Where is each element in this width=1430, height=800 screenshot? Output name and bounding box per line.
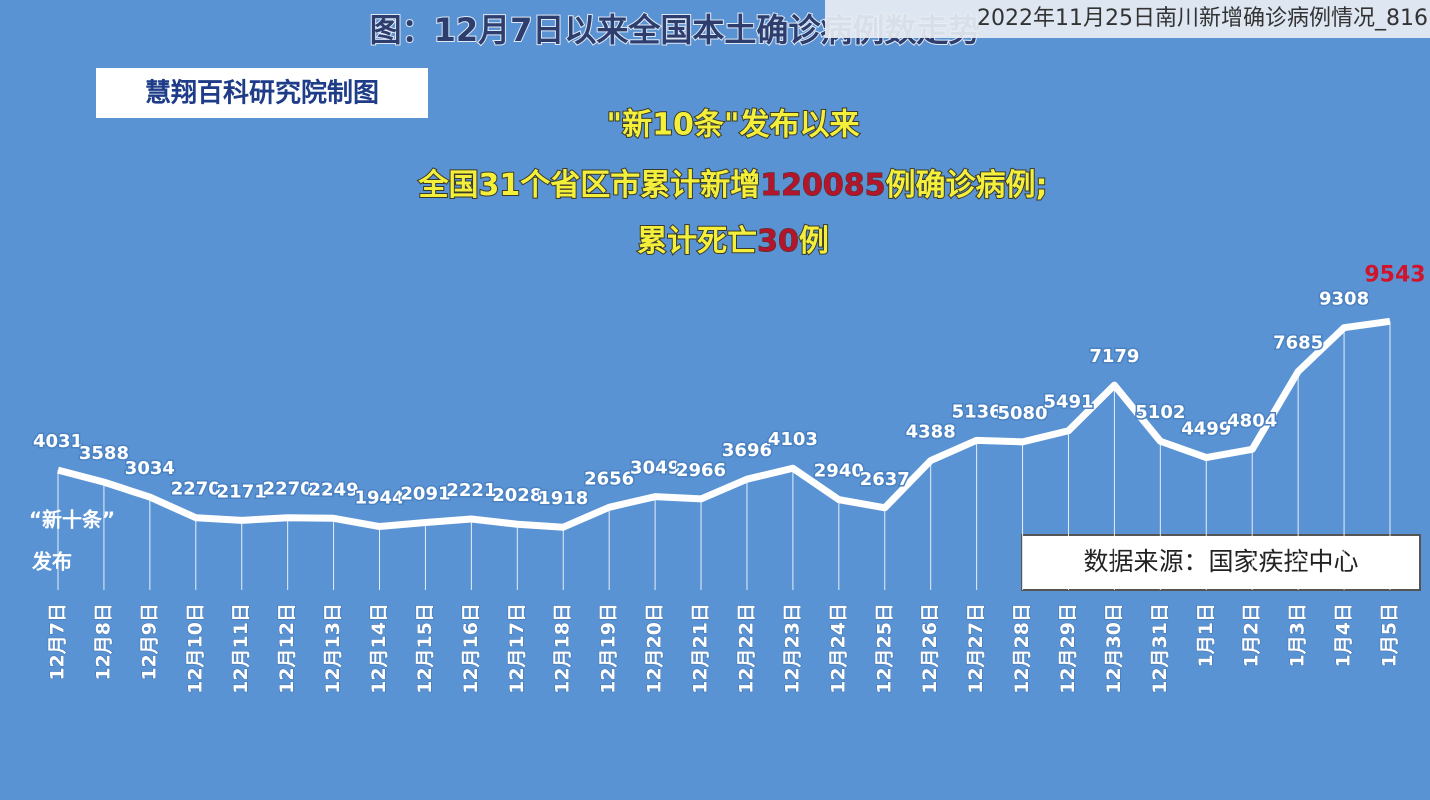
annotation-part: 例	[799, 224, 829, 259]
x-tick-label: 12月22日	[735, 603, 757, 694]
x-tick-label: 12月16日	[460, 603, 482, 694]
data-label: 7685	[1273, 333, 1323, 354]
data-label: 7179	[1089, 346, 1139, 367]
x-tick-label: 1月5日	[1379, 603, 1401, 667]
x-tick-label: 12月11日	[230, 603, 252, 694]
x-tick-label: 1月2日	[1241, 603, 1263, 667]
line	[57, 317, 1391, 531]
data-label: 3034	[125, 458, 175, 479]
annotation-part: 累计死亡	[637, 224, 757, 259]
x-tick-label: 12月21日	[690, 603, 712, 694]
x-tick-label: 12月14日	[368, 603, 390, 694]
x-tick-label: 1月4日	[1333, 603, 1355, 667]
plot: 4031358830342270217122702249194420912221…	[31, 262, 1425, 694]
x-tick-label: 12月28日	[1011, 603, 1033, 694]
event-label: 发布	[31, 550, 72, 574]
x-tick-label: 12月17日	[506, 603, 528, 694]
x-tick-label: 12月26日	[919, 603, 941, 694]
data-label: 2940	[814, 461, 864, 482]
x-tick-label: 12月15日	[414, 603, 436, 694]
data-label: 5102	[1135, 402, 1185, 423]
x-tick-label: 12月25日	[873, 603, 895, 694]
data-label: 2171	[217, 481, 267, 502]
x-tick-label: 12月10日	[184, 603, 206, 694]
annotation-highlight: 120085	[760, 168, 885, 203]
data-label: 1944	[354, 488, 404, 509]
annotation-part: 例确诊病例;	[886, 168, 1048, 203]
data-label: 4499	[1181, 419, 1231, 440]
data-label: 2966	[676, 460, 726, 481]
x-tick-label: 12月30日	[1103, 603, 1125, 694]
x-tick-label: 1月1日	[1195, 603, 1217, 667]
annotation: 全国31个省区市累计新增120085例确诊病例;	[418, 168, 1048, 203]
x-tick-label: 12月13日	[322, 603, 344, 694]
data-label: 4388	[906, 422, 956, 443]
data-label: 2221	[446, 480, 496, 501]
data-label: 2270	[263, 479, 313, 500]
data-label: 2270	[171, 479, 221, 500]
data-label: 4031	[33, 431, 83, 452]
data-label: 3049	[630, 458, 680, 479]
data-label: 9308	[1319, 289, 1369, 310]
data-label: 4804	[1227, 410, 1277, 431]
data-label: 2249	[309, 479, 359, 500]
data-label: 9543	[1364, 262, 1425, 287]
event-label: “新十条”	[29, 508, 115, 532]
x-tick-label: 12月27日	[965, 603, 987, 694]
x-tick-label: 12月29日	[1057, 603, 1079, 694]
x-tick-label: 12月7日	[47, 603, 69, 681]
x-tick-label: 12月18日	[552, 603, 574, 694]
data-label: 5136	[952, 401, 1002, 422]
source: 数据来源：国家疾控中心	[1083, 547, 1358, 576]
annotation: 累计死亡30例	[637, 224, 829, 259]
x-tick-label: 12月9日	[138, 603, 160, 681]
x-tick-label: 12月8日	[92, 603, 114, 681]
data-label: 3588	[79, 443, 129, 464]
header-bar	[825, 0, 1430, 38]
credit-box	[96, 68, 428, 118]
data-label: 2637	[860, 469, 910, 490]
source-box	[1021, 534, 1421, 591]
x-tick-label: 12月20日	[644, 603, 666, 694]
data-label: 4103	[768, 429, 818, 450]
annotation-highlight: 30	[757, 224, 799, 259]
credit: 慧翔百科研究院制图	[145, 78, 379, 109]
x-tick-label: 12月24日	[827, 603, 849, 694]
data-label: 5491	[1043, 392, 1093, 413]
x-tick-label: 12月23日	[781, 603, 803, 694]
data-label: 5080	[997, 403, 1047, 424]
data-label: 2091	[400, 484, 450, 505]
data-label: 1918	[538, 488, 588, 509]
x-tick-label: 12月12日	[276, 603, 298, 694]
data-label: 3696	[722, 440, 772, 461]
annotation: "新10条"发布以来	[606, 108, 859, 143]
x-tick-label: 1月3日	[1287, 603, 1309, 667]
data-label: 2028	[492, 485, 542, 506]
page-title: 2022年11月25日南川新增确诊病例情况_816	[977, 6, 1428, 31]
x-tick-label: 12月19日	[598, 603, 620, 694]
data-label: 2656	[584, 468, 634, 489]
x-tick-label: 12月31日	[1149, 603, 1171, 694]
annotation-part: 全国31个省区市累计新增	[418, 168, 761, 203]
